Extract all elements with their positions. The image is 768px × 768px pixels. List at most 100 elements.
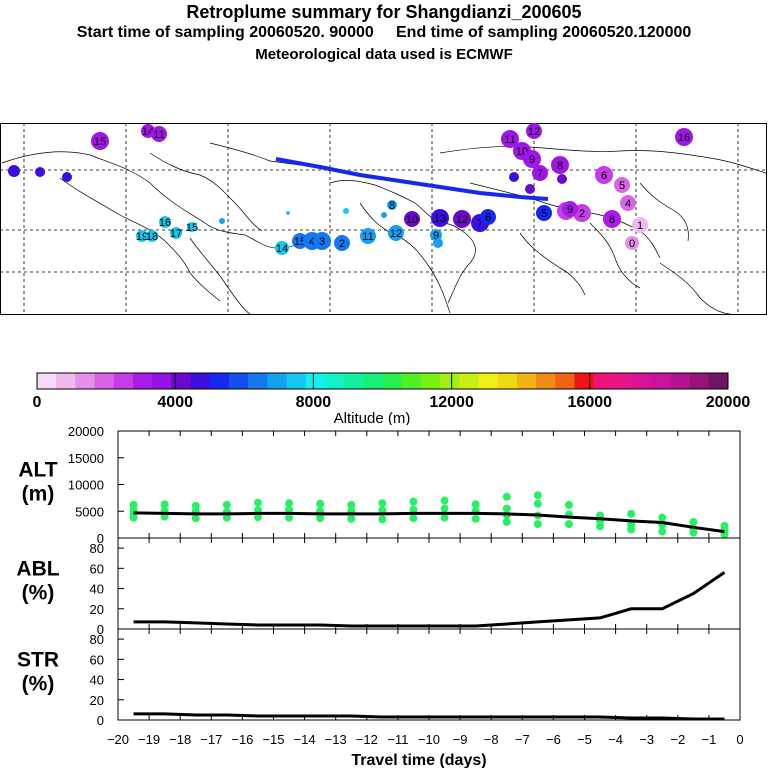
plume-circle: [603, 210, 621, 228]
x-tick-label: −13: [325, 732, 347, 747]
colorbar-tick-label: 8000: [296, 394, 332, 411]
alt-point: [191, 514, 200, 523]
plume-circle: [632, 217, 648, 233]
colorbar-tick-label: 4000: [157, 394, 193, 411]
plume-label: 3: [319, 236, 325, 248]
x-tick-label: −7: [515, 732, 530, 747]
plume-dot: [433, 238, 443, 248]
colorbar-cell: [555, 373, 575, 389]
plume-label: 19: [136, 231, 148, 243]
alt-point: [316, 514, 325, 523]
x-tick-label: −14: [294, 732, 316, 747]
plume-circle: [146, 230, 158, 242]
plume-circle: [551, 156, 569, 174]
plume-circle: [275, 241, 289, 255]
colorbar-cell: [94, 373, 115, 389]
plume-marker: 12: [526, 123, 542, 139]
plume-marker: 6: [480, 209, 496, 225]
panel-frame: [117, 628, 741, 721]
str-panel: 0 20 40 60 80 STR(%): [17, 628, 741, 728]
colorbar-cell: [440, 373, 460, 389]
plume-marker: 5: [536, 205, 552, 221]
colorbar-cell: [536, 373, 556, 389]
plume-label: 15: [294, 236, 306, 248]
colorbar-cell: [171, 373, 192, 389]
colorbar-cell: [190, 373, 211, 389]
plume-marker: 6: [595, 166, 613, 184]
y-axis-label: (m): [22, 483, 55, 506]
plume-circle: [404, 211, 420, 227]
plume-circle: [151, 126, 167, 142]
y-tick-label: 80: [90, 632, 104, 647]
colorbar-tick-label: 12000: [429, 394, 474, 411]
plume-label: 9: [567, 204, 573, 216]
y-axis-label: STR: [17, 649, 59, 672]
plume-dot: [557, 174, 567, 184]
retroplume-map: 1514111612111098765432101617191815141543…: [0, 123, 767, 315]
plume-circle: [595, 166, 613, 184]
plume-marker: 8: [387, 200, 397, 212]
plume-marker: 11: [501, 130, 519, 148]
plume-marker: 3: [313, 232, 331, 250]
plume-dot: [525, 184, 535, 194]
plume-circle: [334, 235, 350, 251]
plume-circle: [614, 177, 630, 193]
series-line: [133, 571, 726, 628]
y-axis-label: ALT: [18, 459, 57, 482]
colorbar-cell: [132, 373, 153, 389]
x-tick-label: −11: [387, 732, 408, 747]
alt-point: [564, 520, 573, 529]
plume-circle: [136, 230, 148, 242]
plume-marker: 16: [675, 128, 693, 146]
plume-label: 8: [609, 214, 615, 226]
plume-marker: 19: [136, 230, 148, 243]
colorbar-cell: [689, 373, 710, 389]
plume-label: 9: [529, 154, 535, 166]
colorbar-tick-label: 20000: [706, 394, 751, 411]
plume-marker: 9: [430, 229, 442, 242]
colorbar-cell: [516, 373, 537, 389]
alt-point: [689, 517, 698, 526]
plume-circle: [501, 130, 519, 148]
x-tick-label: −20: [107, 732, 129, 747]
colorbar-cell: [574, 373, 595, 389]
plume-dot: [286, 211, 290, 215]
alt-point: [440, 496, 449, 505]
plume-marker: 11: [360, 228, 376, 244]
colorbar-cell: [344, 373, 364, 389]
alt-point: [471, 514, 480, 523]
x-tick-label: −5: [577, 732, 592, 747]
plume-circle: [453, 210, 471, 228]
plume-label: 11: [504, 134, 515, 146]
trajectory-line: [275, 157, 549, 201]
alt-point: [285, 505, 294, 514]
plume-marker: 7: [532, 165, 548, 181]
plume-dot: [8, 165, 20, 177]
plume-marker: 4: [620, 195, 636, 211]
y-tick-label: 60: [90, 652, 104, 667]
y-tick-label: 20: [90, 602, 104, 617]
colorbar-cell: [497, 373, 518, 389]
plume-dot: [343, 208, 349, 214]
plume-label: 9: [433, 230, 439, 242]
plume-label: 5: [541, 208, 547, 220]
x-tick-label: −15: [262, 732, 284, 747]
alt-point: [253, 498, 262, 507]
y-axis-label: (%): [22, 673, 55, 696]
plume-label: 11: [362, 231, 373, 243]
plume-marker: 2: [334, 235, 350, 251]
plume-label: 2: [579, 208, 585, 220]
alt-point: [347, 500, 356, 509]
alt-point: [409, 505, 418, 514]
plume-label: 12: [528, 126, 540, 138]
plume-label: 4: [625, 198, 631, 210]
colorbar-cell: [152, 373, 172, 389]
plume-circle: [675, 128, 693, 146]
x-tick-label: −12: [356, 732, 378, 747]
alt-point: [533, 499, 542, 508]
y-tick-label: 20: [90, 693, 104, 708]
alt-point: [409, 497, 418, 506]
colorbar-cell: [670, 373, 691, 389]
series-line: [133, 511, 725, 534]
plume-marker: 12: [453, 210, 471, 228]
